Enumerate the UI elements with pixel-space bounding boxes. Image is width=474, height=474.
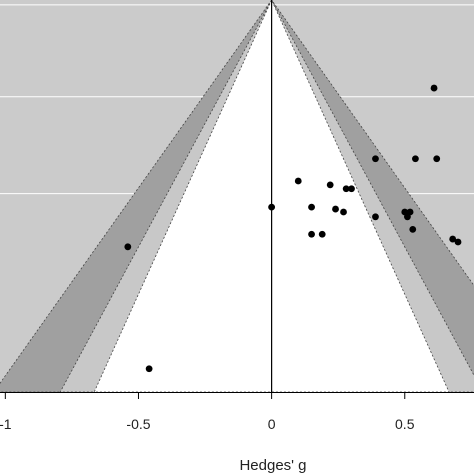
data-point-10 [308,203,315,211]
plot-area [0,0,474,392]
data-point-23 [145,365,153,373]
axes: -1 -0.5 0 0.5 [0,392,474,432]
data-point-16 [406,208,414,216]
data-point-11 [332,205,339,213]
data-point-7 [412,155,419,163]
data-point-9 [268,203,276,211]
data-point-2 [294,177,302,185]
data-point-4 [342,185,350,193]
data-point-13 [372,213,379,221]
data-point-3 [326,181,334,189]
data-point-6 [372,155,379,163]
data-point-21 [454,238,462,246]
data-point-19 [318,230,326,238]
data-point-17 [409,225,417,233]
data-point-12 [340,208,347,216]
x-tick-label-4: 0.5 [395,416,415,432]
data-point-1 [430,84,438,92]
data-point-22 [124,243,132,251]
x-tick-label-1: -1 [0,416,12,432]
x-tick-label-2: -0.5 [126,416,150,432]
x-axis-label: Hedges' g [239,457,306,474]
data-point-20 [449,235,457,243]
data-point-5 [348,185,355,193]
x-tick-label-3: 0 [268,416,276,432]
data-point-8 [433,155,441,163]
data-point-18 [308,230,315,238]
